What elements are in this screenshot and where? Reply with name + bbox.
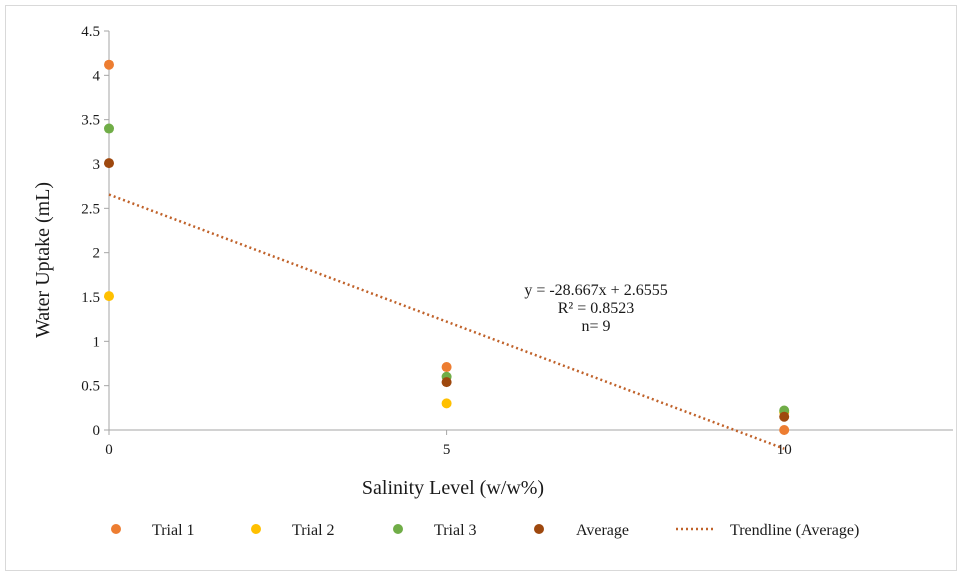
legend: Trial 1 Trial 2 Trial 3 Average Trendlin… [111,522,859,539]
data-point-average [779,411,790,422]
trendline [108,193,785,450]
legend-label-trial-2: Trial 2 [292,522,335,539]
trendline-equation-n: n= 9 [581,318,610,335]
legend-label-average: Average [576,522,629,539]
chart-frame: 0 0.5 1 1.5 2 2.5 3 3.5 4 4.5 0 5 10 Water Uptake (… [5,5,957,571]
data-point-trial-1 [441,362,452,373]
legend-marker-trial-2 [251,524,261,534]
y-tick-label: 3 [93,157,101,173]
legend-label-trendline: Trendline (Average) [730,522,859,539]
x-tick-label: 5 [443,442,451,458]
data-point-trial-2 [104,291,114,302]
y-tick-label: 3.5 [81,113,100,129]
legend-marker-average [534,524,544,534]
y-axis-ticks: 0 0.5 1 1.5 2 2.5 3 3.5 4 4.5 [81,24,109,439]
legend-marker-trial-3 [393,524,403,534]
y-tick-label: 4 [93,68,101,84]
legend-label-trial-3: Trial 3 [434,522,477,539]
data-point-trial-1 [779,425,790,435]
data-point-trial-2 [441,398,452,409]
x-axis-ticks: 0 5 10 [105,430,792,458]
x-tick-label: 10 [777,442,792,458]
data-point-average [104,158,114,169]
legend-label-trial-1: Trial 1 [152,522,195,539]
trendline-equation-r-squared: R² = 0.8523 [558,300,635,317]
data-points [104,59,790,435]
data-point-trial-3 [104,123,114,134]
chart-canvas: 0 0.5 1 1.5 2 2.5 3 3.5 4 4.5 0 5 10 Water Uptake (… [32,24,953,539]
y-tick-label: 0.5 [81,379,100,395]
y-tick-label: 1 [93,334,101,350]
y-axis-title: Water Uptake (mL) [32,182,54,338]
y-tick-label: 2 [93,246,101,262]
x-axis-title: Salinity Level (w/w%) [362,477,544,499]
y-tick-label: 2.5 [81,201,100,217]
data-point-average [441,377,452,388]
legend-marker-trial-1 [111,524,121,534]
trendline-equation-formula: y = -28.667x + 2.6555 [524,282,667,299]
data-point-trial-1 [104,59,114,70]
y-tick-label: 0 [93,423,101,439]
x-tick-label: 0 [105,442,113,458]
y-tick-label: 1.5 [81,290,100,306]
y-tick-label: 4.5 [81,24,100,40]
trendline-equation: y = -28.667x + 2.6555 R² = 0.8523 n= 9 [524,282,667,335]
